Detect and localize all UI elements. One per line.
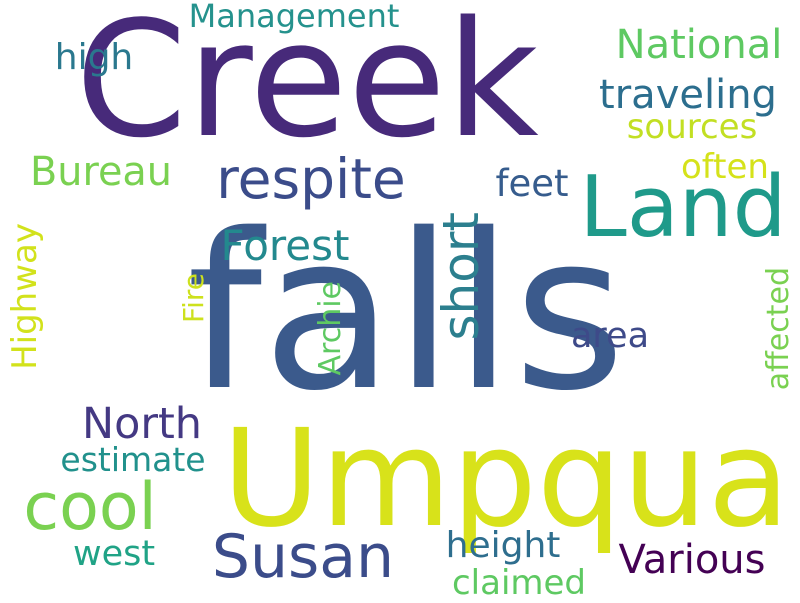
word-sources: sources: [626, 107, 758, 147]
word-cool: cool: [23, 470, 157, 545]
word-area: area: [570, 316, 650, 356]
word-often: often: [681, 147, 769, 187]
word-archie: Archie: [313, 280, 348, 376]
word-claimed: claimed: [451, 563, 587, 603]
word-respite: respite: [216, 147, 406, 211]
word-west: west: [72, 534, 156, 574]
word-national: National: [615, 22, 783, 68]
word-land: Land: [579, 158, 787, 257]
word-creek: Creek: [75, 0, 539, 173]
word-feet: feet: [495, 162, 569, 205]
word-fire: Fire: [177, 272, 210, 323]
word-various: Various: [618, 537, 766, 583]
word-forest: Forest: [220, 221, 350, 270]
word-umpqua: Umpqua: [222, 399, 790, 557]
word-high: high: [54, 37, 134, 78]
word-height: height: [445, 525, 561, 566]
word-susan: Susan: [211, 522, 395, 592]
word-estimate: estimate: [60, 440, 206, 479]
word-traveling: traveling: [599, 72, 777, 118]
word-bureau: Bureau: [30, 148, 172, 195]
word-north: North: [82, 398, 202, 449]
word-highway: Highway: [5, 223, 45, 370]
word-management: Management: [188, 0, 400, 35]
word-short: short: [432, 211, 490, 341]
word-affected: affected: [761, 267, 796, 391]
word-falls: falls: [186, 187, 626, 438]
